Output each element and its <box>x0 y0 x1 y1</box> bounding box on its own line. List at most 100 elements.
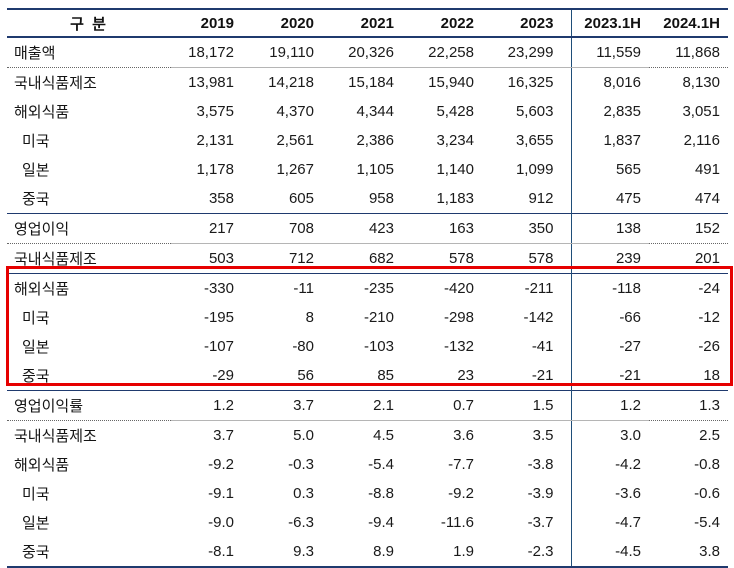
cell-2022: 22,258 <box>411 37 491 68</box>
cell-2023-1h: 11,559 <box>571 37 649 68</box>
cell-2024-1h: -5.4 <box>694 514 720 531</box>
row-label: 미국 <box>22 486 50 503</box>
cell-2021: 2.1 <box>331 390 411 421</box>
row-label: 해외식품 <box>14 104 70 121</box>
cell-2023: 1,099 <box>491 155 572 184</box>
header-2019: 2019 <box>171 9 251 38</box>
cell-2022: 15,940 <box>428 74 474 91</box>
table-row: 국내식품제조 3.7 5.0 4.5 3.6 3.5 3.0 2.5 <box>7 420 728 450</box>
cell-2023-1h: -4.5 <box>615 543 641 560</box>
cell-2024-1h: 11,868 <box>649 37 728 68</box>
table-row: 영업이익률 1.2 3.7 2.1 0.7 1.5 1.2 1.3 <box>7 390 728 421</box>
cell-2023-1h: -21 <box>619 367 641 384</box>
cell-2021: -103 <box>363 338 394 355</box>
cell-2023: 16,325 <box>491 67 572 97</box>
cell-2019: -9.0 <box>208 514 234 531</box>
cell-2020: 2,561 <box>276 132 314 149</box>
cell-2019: -195 <box>203 309 234 326</box>
table-row: 해외식품 -330 -11 -235 -420 -211 -118 -24 <box>7 273 728 303</box>
cell-2022: 1.9 <box>453 543 474 560</box>
cell-2021: 682 <box>368 250 394 267</box>
cell-2019: -9.1 <box>208 485 234 502</box>
cell-2021: 4.5 <box>373 427 394 444</box>
cell-2019: -9.2 <box>208 456 234 473</box>
cell-2023-1h: -66 <box>619 309 641 326</box>
cell-2021: 15,184 <box>348 74 394 91</box>
cell-2022: 23 <box>457 367 474 384</box>
cell-2020: 4,370 <box>276 103 314 120</box>
cell-2020: -0.3 <box>288 456 314 473</box>
row-label: 해외식품 <box>14 457 70 474</box>
cell-2023: -211 <box>491 273 572 303</box>
cell-2023: 3,655 <box>491 126 572 155</box>
cell-2020: -80 <box>292 338 314 355</box>
cell-2019: 3.7 <box>213 427 234 444</box>
table-row: 미국 -195 8 -210 -298 -142 -66 -12 <box>7 303 728 332</box>
cell-2022: 578 <box>448 250 474 267</box>
cell-2023: -2.3 <box>491 537 572 567</box>
cell-2021: -5.4 <box>368 456 394 473</box>
cell-2020: 605 <box>288 190 314 207</box>
cell-2020: -6.3 <box>288 514 314 531</box>
cell-2019: -330 <box>171 273 251 303</box>
row-label: 국내식품제조 <box>14 251 97 268</box>
cell-2023-1h: -4.2 <box>615 456 641 473</box>
cell-2023: -3.7 <box>491 508 572 537</box>
cell-2020: 712 <box>288 250 314 267</box>
cell-2024-1h: -0.6 <box>694 485 720 502</box>
cell-2024-1h: 2,116 <box>683 132 720 149</box>
cell-2021: 20,326 <box>331 37 411 68</box>
cell-2022: -7.7 <box>448 456 474 473</box>
cell-2023: 578 <box>491 243 572 274</box>
cell-2020: 708 <box>251 213 331 244</box>
header-2022: 2022 <box>411 9 491 38</box>
row-label: 국내식품제조 <box>14 75 97 92</box>
cell-2020: 1,267 <box>276 161 314 178</box>
table-row: 영업이익 217 708 423 163 350 138 152 <box>7 213 728 244</box>
cell-2019: 2,131 <box>196 132 234 149</box>
cell-2023: 3.5 <box>491 420 572 450</box>
cell-2021: 958 <box>368 190 394 207</box>
cell-2020: 56 <box>297 367 314 384</box>
cell-2024-1h: 18 <box>703 367 720 384</box>
cell-2024-1h: 201 <box>694 250 720 267</box>
row-label: 영업이익률 <box>7 390 171 421</box>
cell-2022: 3.6 <box>453 427 474 444</box>
cell-2023: -41 <box>491 332 572 361</box>
row-label: 중국 <box>22 191 50 208</box>
cell-2020: -11 <box>251 273 331 303</box>
cell-2024-1h: 3,051 <box>682 103 720 120</box>
cell-2021: 8.9 <box>373 543 394 560</box>
table-row: 일본 -9.0 -6.3 -9.4 -11.6 -3.7 -4.7 -5.4 <box>7 508 728 537</box>
table-row: 미국 -9.1 0.3 -8.8 -9.2 -3.9 -3.6 -0.6 <box>7 479 728 508</box>
cell-2021: -8.8 <box>368 485 394 502</box>
cell-2019: -8.1 <box>208 543 234 560</box>
cell-2023-1h: 239 <box>615 250 641 267</box>
cell-2022: 5,428 <box>436 103 474 120</box>
cell-2024-1h: 474 <box>694 190 720 207</box>
cell-2022: 0.7 <box>411 390 491 421</box>
cell-2023-1h: 2,835 <box>603 103 641 120</box>
cell-2024-1h: -12 <box>698 309 720 326</box>
cell-2020: 5.0 <box>293 427 314 444</box>
cell-2024-1h: -0.8 <box>694 456 720 473</box>
cell-2022: 3,234 <box>436 132 474 149</box>
cell-2022: 1,183 <box>436 190 474 207</box>
cell-2019: 13,981 <box>188 74 234 91</box>
cell-2023: 1.5 <box>491 390 572 421</box>
table-row: 매출액 18,172 19,110 20,326 22,258 23,299 11,559 1… <box>7 37 728 68</box>
cell-2019: 18,172 <box>171 37 251 68</box>
cell-2021: 4,344 <box>356 103 394 120</box>
cell-2022: -420 <box>411 273 491 303</box>
row-label: 해외식품 <box>7 273 171 303</box>
cell-2022: -132 <box>443 338 474 355</box>
header-2023-1h: 2023.1H <box>571 9 649 38</box>
cell-2023: 5,603 <box>491 97 572 126</box>
cell-2023-1h: -118 <box>571 273 649 303</box>
table-row: 해외식품 -9.2 -0.3 -5.4 -7.7 -3.8 -4.2 -0.8 <box>7 450 728 479</box>
cell-2019: 1.2 <box>171 390 251 421</box>
row-label: 중국 <box>22 544 50 561</box>
table-row: 국내식품제조 503 712 682 578 578 239 201 <box>7 243 728 274</box>
header-2023: 2023 <box>491 9 572 38</box>
